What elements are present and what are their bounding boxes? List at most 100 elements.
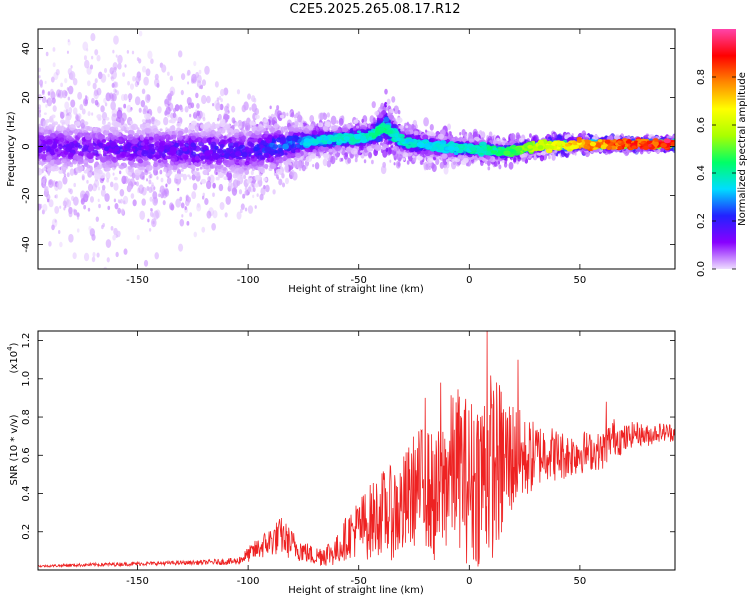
spectrogram-noise-blob — [389, 159, 392, 163]
spectrogram-core-blob — [45, 119, 50, 123]
spectrogram-noise-blob — [69, 168, 75, 176]
spectrogram-core-blob — [149, 144, 155, 150]
spectrogram-noise-blob — [67, 187, 71, 193]
spectrogram-core-blob — [294, 118, 298, 122]
spectrogram-core-blob — [105, 116, 110, 121]
spectrogram-noise-blob — [206, 210, 212, 219]
spectrogram-noise-blob — [435, 158, 440, 166]
spectrogram-noise-blob — [84, 59, 90, 69]
spectrogram-noise-blob — [107, 205, 111, 211]
spectrogram-noise-blob — [64, 101, 70, 110]
spectrogram-noise-blob — [55, 194, 58, 199]
spectrogram-noise-blob — [48, 241, 52, 247]
spectrogram-core-blob — [133, 163, 138, 167]
spectrogram-noise-blob — [170, 112, 174, 119]
spectrogram-core-blob — [141, 119, 146, 123]
spectrogram-noise-blob — [111, 82, 115, 88]
spectrogram-core-blob — [433, 133, 437, 136]
spectrogram-noise-blob — [322, 112, 326, 117]
spectrogram-noise-blob — [281, 172, 285, 179]
spectrogram-noise-blob — [103, 266, 108, 269]
spectrogram-noise-blob — [190, 102, 195, 109]
spectrogram-core-blob — [283, 125, 288, 130]
spectrogram-noise-blob — [204, 65, 210, 75]
spectrogram-noise-blob — [219, 201, 225, 211]
spectrogram-core-blob — [51, 120, 55, 123]
spectrogram-noise-blob — [326, 160, 332, 168]
spectrogram-noise-blob — [338, 118, 344, 126]
spectrogram-noise-blob — [153, 197, 158, 204]
spectrogram-noise-blob — [50, 76, 55, 83]
spectrogram-noise-blob — [54, 219, 57, 223]
spectrogram-noise-blob — [515, 132, 520, 140]
spectrogram-noise-blob — [41, 209, 45, 215]
spectrogram-noise-blob — [112, 62, 118, 71]
spectrogram-core-blob — [236, 175, 243, 181]
spectrogram-noise-blob — [41, 95, 47, 104]
spectrogram-noise-blob — [151, 213, 155, 218]
spectrogram-noise-blob — [112, 49, 115, 54]
spectrogram-core-blob — [144, 113, 152, 120]
spectrogram-core-blob — [252, 121, 257, 126]
spectrogram-noise-blob — [165, 183, 168, 188]
spectrogram-noise-blob — [147, 50, 153, 60]
spectrogram-noise-blob — [179, 196, 183, 202]
spectrogram-noise-blob — [368, 152, 373, 159]
spectrogram-noise-blob — [50, 88, 54, 95]
spectrogram-noise-blob — [184, 106, 189, 113]
spectrogram-noise-blob — [42, 89, 45, 94]
spectrogram-noise-blob — [117, 54, 123, 64]
spectrogram-noise-blob — [347, 157, 352, 164]
spectrogram-core-blob — [219, 127, 226, 134]
spectrogram-noise-blob — [201, 79, 207, 86]
spectrogram-noise-blob — [344, 151, 348, 157]
spectrogram-core-blob — [145, 164, 153, 171]
spectrogram-noise-blob — [574, 152, 577, 156]
spectrogram-noise-blob — [84, 190, 90, 199]
spectrogram-noise-blob — [219, 88, 225, 97]
spectrogram-noise-blob — [38, 75, 41, 79]
spectrogram-noise-blob — [151, 117, 155, 122]
spectrogram-noise-blob — [149, 173, 153, 179]
spectrogram-noise-blob — [122, 72, 126, 77]
spectrogram-noise-blob — [150, 208, 153, 212]
spectrogram-noise-blob — [459, 131, 462, 136]
spectrogram-noise-blob — [113, 66, 117, 72]
spectrogram-noise-blob — [195, 92, 199, 99]
spectrogram-noise-blob — [423, 117, 429, 127]
spectrogram-core-blob — [187, 164, 192, 168]
spectrogram-noise-blob — [143, 259, 149, 267]
spectrogram-noise-blob — [244, 207, 248, 212]
spectrogram-noise-blob — [153, 210, 159, 220]
spectrogram-noise-blob — [239, 208, 243, 214]
spectrogram-noise-blob — [138, 58, 142, 64]
spectrogram-noise-blob — [202, 192, 205, 197]
spectrogram-noise-blob — [508, 161, 514, 170]
spectrogram-noise-blob — [443, 166, 449, 175]
spectrogram-noise-blob — [91, 55, 94, 60]
spectrogram-noise-blob — [385, 147, 389, 152]
spectrogram-noise-blob — [87, 111, 91, 117]
spectrogram-noise-blob — [152, 220, 155, 225]
spectrogram-noise-blob — [111, 70, 117, 80]
spectrogram-noise-blob — [84, 95, 88, 99]
spectrogram-noise-blob — [46, 99, 49, 103]
spectrogram-core-blob — [130, 123, 139, 131]
spectrogram-noise-blob — [58, 230, 61, 234]
spectrogram-core-blob — [58, 169, 63, 174]
spectrogram-noise-blob — [322, 158, 328, 167]
spectrogram-noise-blob — [202, 116, 206, 122]
spectrogram-noise-blob — [198, 69, 202, 75]
spectrogram-noise-blob — [187, 69, 191, 76]
spectrogram-noise-blob — [330, 155, 336, 165]
spectrogram-noise-blob — [68, 233, 74, 243]
spectrogram-noise-blob — [41, 178, 46, 185]
spectrogram-noise-blob — [90, 33, 96, 42]
spectrogram-noise-blob — [265, 184, 270, 193]
spectrogram-core-blob — [413, 130, 419, 136]
spectrogram-noise-blob — [105, 92, 111, 102]
spectrogram-core-blob — [165, 173, 170, 177]
spectrogram-noise-blob — [209, 174, 215, 184]
spectrogram-noise-blob — [219, 103, 224, 111]
spectrogram-noise-blob — [177, 50, 183, 58]
